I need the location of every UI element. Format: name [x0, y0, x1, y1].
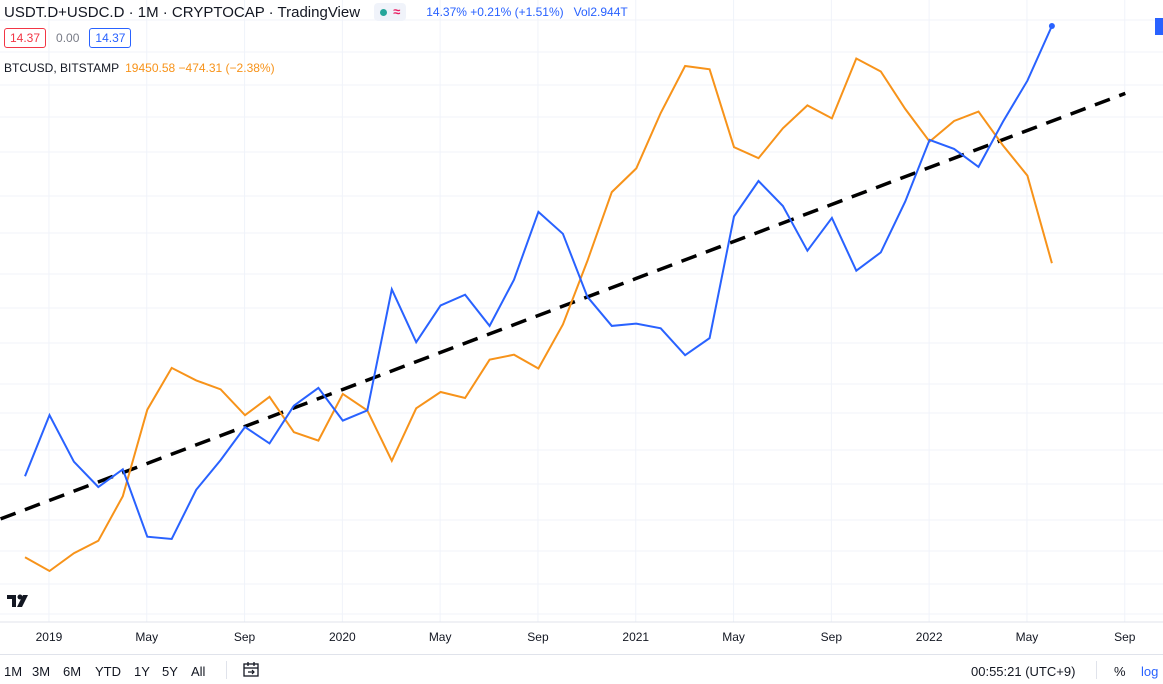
overlay-legend[interactable]: BTCUSD, BITSTAMP 19450.58 −474.31 (−2.38%… — [4, 61, 275, 75]
bottom-toolbar: 1M 3M 6M YTD 1Y 5Y All 00:55:21 (UTC+9) … — [0, 654, 1163, 684]
toolbar-divider-right — [1096, 661, 1097, 679]
header-values: 14.37% +0.21% (+1.51%) — [426, 5, 564, 19]
chart-grid — [0, 0, 1163, 622]
timeframe-6m[interactable]: 6M — [63, 664, 82, 679]
chart-header: USDT.D+USDC.D · 1M · CRYPTOCAP · Trading… — [4, 3, 628, 21]
chart-area[interactable]: 2019 May Sep 2020 May Sep 2021 May Sep 2022 May Sep — [0, 0, 1163, 654]
timeframe-ytd[interactable]: YTD — [95, 664, 121, 679]
overlay-symbol: BTCUSD, BITSTAMP — [4, 61, 120, 75]
timeframe-1m[interactable]: 1M — [4, 664, 23, 679]
overlay-series-line — [24, 57, 1053, 573]
price-scale-marker — [1155, 18, 1163, 35]
wave-icon: ≈ — [393, 4, 401, 19]
toolbar-divider — [226, 661, 227, 679]
x-tick-label: Sep — [1114, 630, 1136, 644]
x-axis-ticks: 2019 May Sep 2020 May Sep 2021 May Sep 2022 May Sep — [36, 630, 1136, 644]
primary-series-line — [24, 25, 1053, 541]
clock-timezone[interactable]: 00:55:21 (UTC+9) — [971, 664, 1076, 679]
buy-price-box[interactable]: 14.37 — [89, 28, 132, 48]
green-dot-icon — [380, 8, 388, 16]
x-tick-label: Sep — [821, 630, 843, 644]
price-boxes: 14.37 0.00 14.37 — [4, 28, 132, 48]
sell-price-box[interactable]: 14.37 — [4, 28, 47, 48]
x-tick-label: 2021 — [622, 630, 649, 644]
timeframe-3m[interactable]: 3M — [32, 664, 51, 679]
percent-scale-toggle[interactable]: % — [1114, 664, 1126, 679]
x-tick-label: 2022 — [916, 630, 943, 644]
status-icons[interactable]: ≈ — [374, 3, 407, 21]
date-range-icon[interactable] — [242, 661, 260, 679]
timeframe-5y[interactable]: 5Y — [162, 664, 178, 679]
tradingview-logo-icon — [7, 594, 28, 607]
log-scale-toggle[interactable]: log — [1141, 664, 1159, 679]
x-tick-label: May — [135, 630, 158, 644]
x-tick-label: 2019 — [36, 630, 63, 644]
x-tick-label: May — [1016, 630, 1039, 644]
x-tick-label: Sep — [234, 630, 256, 644]
x-tick-label: May — [429, 630, 452, 644]
timeframe-1y[interactable]: 1Y — [134, 664, 150, 679]
volume-value: Vol2.944T — [573, 5, 628, 19]
tradingview-logo[interactable] — [6, 591, 32, 611]
last-value-point — [1048, 23, 1055, 29]
overlay-values: 19450.58 −474.31 (−2.38%) — [125, 61, 275, 75]
x-tick-label: Sep — [527, 630, 549, 644]
spread-value: 0.00 — [56, 31, 80, 45]
x-tick-label: 2020 — [329, 630, 356, 644]
trendline — [0, 91, 1126, 521]
timeframe-all[interactable]: All — [191, 664, 206, 679]
symbol-title[interactable]: USDT.D+USDC.D · 1M · CRYPTOCAP · Trading… — [4, 3, 361, 21]
x-tick-label: May — [722, 630, 745, 644]
